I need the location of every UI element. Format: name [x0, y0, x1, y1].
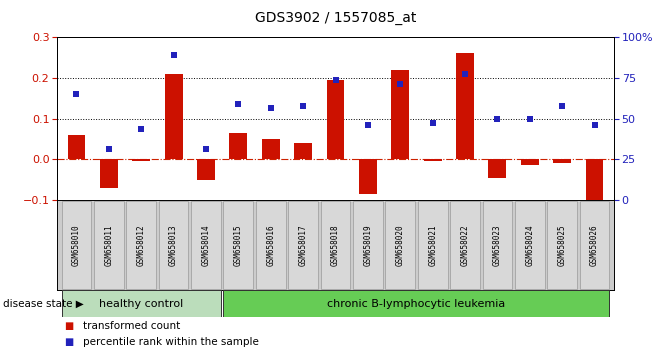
FancyBboxPatch shape [548, 201, 577, 289]
Text: GSM658010: GSM658010 [72, 224, 81, 266]
Text: GSM658019: GSM658019 [364, 224, 372, 266]
Bar [223, 290, 609, 317]
Text: GSM658021: GSM658021 [428, 224, 437, 266]
Bar [197, 159, 215, 180]
FancyBboxPatch shape [321, 201, 350, 289]
FancyBboxPatch shape [126, 201, 156, 289]
Bar [423, 159, 442, 160]
Text: GSM658014: GSM658014 [201, 224, 211, 266]
Bar [391, 70, 409, 159]
Text: ■: ■ [64, 321, 73, 331]
FancyBboxPatch shape [353, 201, 382, 289]
Text: GSM658022: GSM658022 [460, 224, 470, 266]
FancyBboxPatch shape [223, 201, 253, 289]
FancyBboxPatch shape [159, 201, 189, 289]
Bar [164, 74, 183, 159]
FancyBboxPatch shape [515, 201, 545, 289]
Bar [68, 135, 85, 159]
Bar [62, 290, 221, 317]
Text: GSM658013: GSM658013 [169, 224, 178, 266]
Text: disease state ▶: disease state ▶ [3, 298, 84, 309]
Text: GSM658011: GSM658011 [105, 224, 113, 266]
Text: GSM658024: GSM658024 [525, 224, 534, 266]
Bar [586, 159, 603, 200]
Text: GSM658016: GSM658016 [266, 224, 275, 266]
Bar [132, 159, 150, 160]
Bar [294, 143, 312, 159]
Text: healthy control: healthy control [99, 298, 183, 309]
Text: GSM658015: GSM658015 [234, 224, 243, 266]
Bar [229, 133, 248, 159]
Text: GSM658012: GSM658012 [137, 224, 146, 266]
FancyBboxPatch shape [256, 201, 286, 289]
Bar [521, 159, 539, 165]
Text: GSM658020: GSM658020 [396, 224, 405, 266]
Text: GSM658017: GSM658017 [299, 224, 307, 266]
Text: transformed count: transformed count [83, 321, 180, 331]
Text: GSM658026: GSM658026 [590, 224, 599, 266]
FancyBboxPatch shape [94, 201, 123, 289]
Text: GSM658018: GSM658018 [331, 224, 340, 266]
Text: ■: ■ [64, 337, 73, 347]
Text: GDS3902 / 1557085_at: GDS3902 / 1557085_at [255, 11, 416, 25]
Text: GSM658023: GSM658023 [493, 224, 502, 266]
Bar [262, 139, 280, 159]
Bar [100, 159, 117, 188]
FancyBboxPatch shape [418, 201, 448, 289]
FancyBboxPatch shape [482, 201, 512, 289]
FancyBboxPatch shape [385, 201, 415, 289]
Bar [456, 53, 474, 159]
FancyBboxPatch shape [62, 201, 91, 289]
FancyBboxPatch shape [191, 201, 221, 289]
Bar [359, 159, 377, 194]
FancyBboxPatch shape [450, 201, 480, 289]
Text: chronic B-lymphocytic leukemia: chronic B-lymphocytic leukemia [327, 298, 505, 309]
FancyBboxPatch shape [289, 201, 318, 289]
Bar [327, 80, 344, 159]
Text: GSM658025: GSM658025 [558, 224, 566, 266]
Text: percentile rank within the sample: percentile rank within the sample [83, 337, 258, 347]
FancyBboxPatch shape [580, 201, 609, 289]
Bar [488, 159, 507, 178]
Bar [554, 159, 571, 164]
